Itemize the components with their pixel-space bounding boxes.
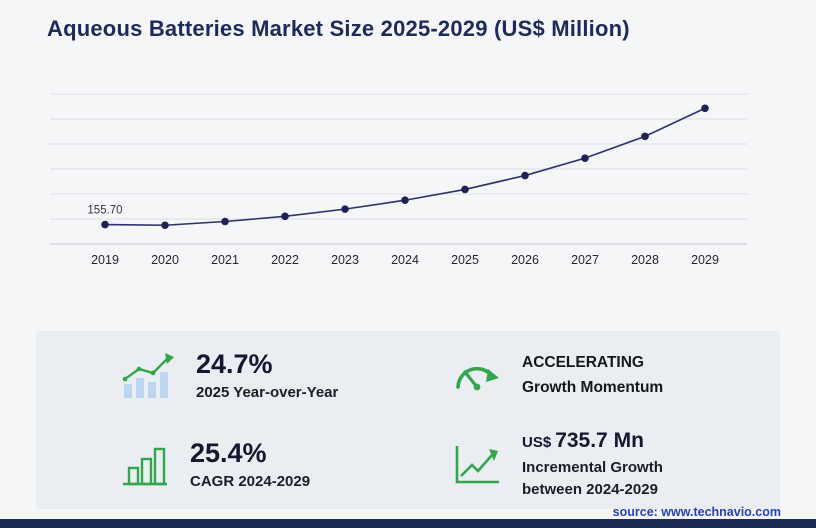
yoy-label: 2025 Year-over-Year — [196, 383, 339, 401]
svg-text:2028: 2028 — [631, 253, 659, 267]
market-chart: 2019 155.70 2020 2021 2022 2023 2024 2025 2026 20… — [50, 93, 747, 267]
growth-arrow-icon — [455, 445, 499, 483]
page-title: Aqueous Batteries Market Size 2025-2029 … — [47, 16, 630, 41]
svg-text:2027: 2027 — [571, 253, 599, 267]
svg-text:2029: 2029 — [691, 253, 719, 267]
stat-momentum-text: ACCELERATING Growth Momentum — [522, 351, 663, 399]
svg-text:155.70: 155.70 — [87, 205, 122, 217]
yoy-value: 24.7% — [196, 349, 273, 380]
incremental-value-line: US$ 735.7 Mn — [522, 429, 663, 452]
stat-cagr: 25.4% CAGR 2024-2029 — [36, 420, 408, 509]
bottom-accent-bar — [0, 519, 816, 528]
stat-momentum: ACCELERATING Growth Momentum — [408, 331, 780, 420]
svg-text:2024: 2024 — [391, 253, 419, 267]
momentum-line2: Growth Momentum — [522, 378, 664, 396]
incremental-label-line2: between 2024-2029 — [522, 480, 658, 498]
stat-incremental: US$ 735.7 Mn Incremental Growth between 2… — [408, 420, 780, 509]
bar-chart-growth-icon — [122, 352, 174, 398]
speedometer-icon — [456, 366, 499, 390]
svg-text:2020: 2020 — [151, 253, 179, 267]
svg-text:2019: 2019 — [91, 253, 119, 267]
stat-cagr-text: 25.4% CAGR 2024-2029 — [190, 438, 311, 490]
cagr-value: 25.4% — [190, 438, 267, 469]
svg-text:2021: 2021 — [211, 253, 239, 267]
incremental-value: 735.7 Mn — [555, 428, 644, 452]
incremental-currency: US$ — [522, 433, 552, 451]
stat-incremental-text: US$ 735.7 Mn Incremental Growth between 2… — [522, 429, 663, 501]
svg-text:2025: 2025 — [451, 253, 479, 267]
bar-chart-outline-icon — [123, 447, 167, 485]
source-attribution: source: www.technavio.com — [612, 505, 781, 519]
market-size-line-chart: 2019 155.70 2020 2021 2022 2023 2024 2025 2026 20… — [40, 84, 756, 280]
incremental-label: Incremental Growth between 2024-2029 — [522, 457, 663, 501]
momentum-line1: ACCELERATING — [522, 354, 644, 372]
cagr-label: CAGR 2024-2029 — [190, 472, 311, 490]
incremental-label-line1: Incremental Growth — [522, 458, 663, 476]
svg-text:2022: 2022 — [271, 253, 299, 267]
stat-yoy-text: 24.7% 2025 Year-over-Year — [196, 349, 339, 401]
stat-yoy: 24.7% 2025 Year-over-Year — [36, 331, 408, 420]
svg-text:2026: 2026 — [511, 253, 539, 267]
stats-panel: 24.7% 2025 Year-over-Year ACCELERATING G… — [36, 331, 780, 509]
svg-text:2023: 2023 — [331, 253, 359, 267]
